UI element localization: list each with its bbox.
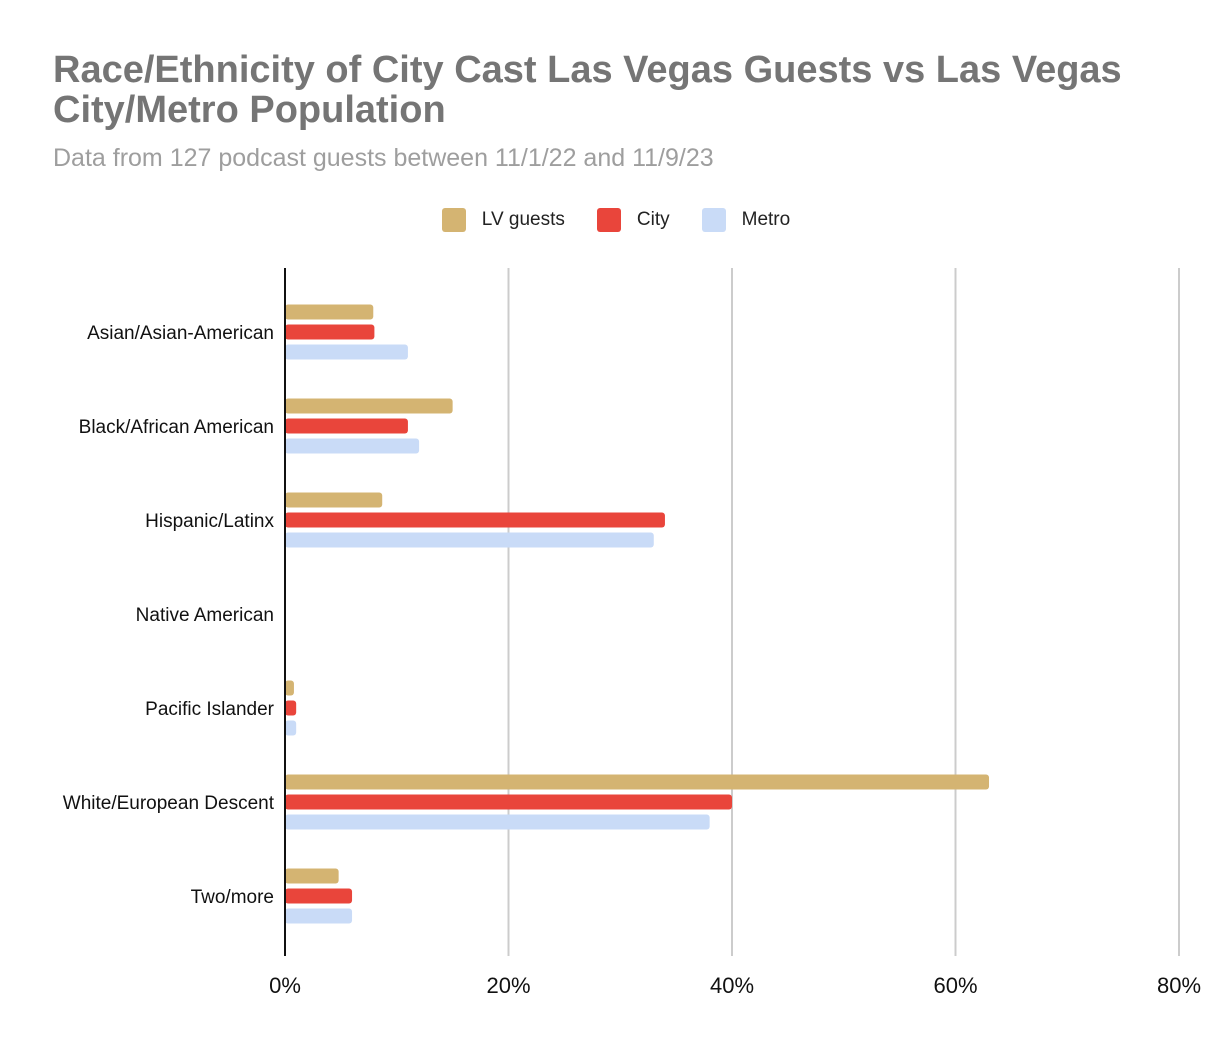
category-label-white-european-descent: White/European Descent: [63, 793, 275, 814]
bars: [285, 304, 990, 924]
bar-city-white-european-descent: [285, 794, 732, 810]
x-tick-labels: 0% 20% 40% 60% 80%: [269, 973, 1201, 998]
category-label-black-african-american: Black/African American: [79, 417, 274, 438]
bar-city-black-african-american: [285, 418, 408, 434]
x-tick-label: 40%: [710, 973, 754, 998]
bar-metro-white-european-descent: [285, 814, 710, 830]
category-label-pacific-islander: Pacific Islander: [145, 699, 275, 720]
legend-item-lv-guests: LV guests: [441, 208, 565, 232]
bar-lv-guests-asian-asian-american: [285, 304, 374, 320]
bar-metro-pacific-islander: [285, 720, 297, 736]
category-label-two-more: Two/more: [191, 887, 274, 908]
bar-city-pacific-islander: [285, 700, 297, 716]
category-label-native-american: Native American: [136, 605, 274, 626]
bar-lv-guests-hispanic-latinx: [285, 492, 383, 508]
x-tick-label: 60%: [933, 973, 977, 998]
category-label-hispanic-latinx: Hispanic/Latinx: [145, 511, 274, 532]
legend-label-metro: Metro: [741, 209, 791, 230]
bar-city-two-more: [285, 888, 353, 904]
bar-metro-black-african-american: [285, 438, 420, 454]
bar-lv-guests-pacific-islander: [285, 680, 294, 696]
legend-swatch-lv-guests: [441, 208, 466, 232]
bar-city-asian-asian-american: [285, 324, 375, 340]
legend-label-city: City: [636, 209, 670, 230]
legend-swatch-metro: [701, 208, 726, 232]
category-labels: Asian/Asian-American Black/African Americ…: [63, 323, 275, 908]
legend-label-lv-guests: LV guests: [481, 209, 565, 230]
bar-lv-guests-black-african-american: [285, 398, 453, 414]
chart-title: Race/Ethnicity of City Cast Las Vegas Gu…: [53, 49, 1122, 131]
bar-city-hispanic-latinx: [285, 512, 665, 528]
grid-lines: [507, 268, 1180, 956]
x-tick-label: 20%: [486, 973, 530, 998]
bar-metro-asian-asian-american: [285, 344, 408, 360]
chart-subtitle: Data from 127 podcast guests between 11/…: [53, 144, 714, 172]
legend-item-metro: Metro: [701, 208, 791, 232]
category-label-asian-asian-american: Asian/Asian-American: [87, 323, 274, 344]
bar-lv-guests-two-more: [285, 868, 339, 884]
x-tick-label: 0%: [269, 973, 301, 998]
bar-lv-guests-white-european-descent: [285, 774, 990, 790]
chart-legend: LV guests City Metro: [0, 208, 1232, 232]
bar-metro-hispanic-latinx: [285, 532, 654, 548]
x-tick-label: 80%: [1157, 973, 1201, 998]
bar-metro-two-more: [285, 908, 353, 924]
legend-item-city: City: [596, 208, 670, 232]
legend-swatch-city: [596, 208, 621, 232]
